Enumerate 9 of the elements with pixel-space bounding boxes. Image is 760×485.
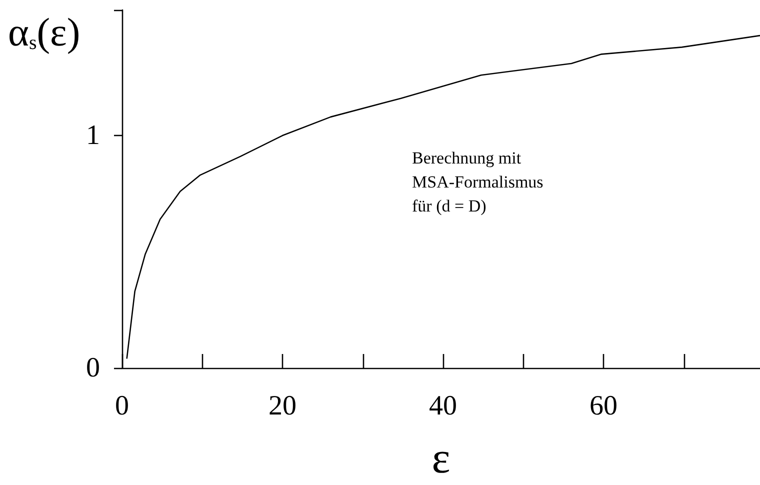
line-series	[126, 34, 760, 360]
x-tick-label: 40	[429, 390, 458, 422]
annotation: Berechnung mit MSA-Formalismus für (d = D)	[412, 148, 544, 216]
y-tick-label: 1	[86, 120, 100, 152]
x-tick-label: 60	[590, 390, 618, 422]
x-tick-label: 0	[115, 390, 129, 422]
y-axis-title: αs(ε)	[8, 10, 80, 54]
x-tick-label: 20	[268, 390, 297, 422]
x-axis-title: ε	[432, 434, 450, 482]
